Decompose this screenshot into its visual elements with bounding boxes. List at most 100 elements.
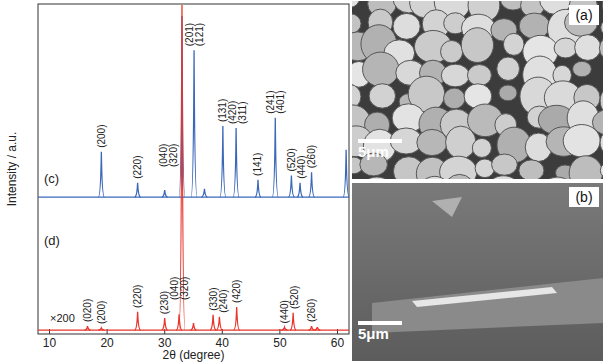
- grain: [487, 176, 521, 179]
- peak-labels: (200)(220)(040)(320)(201)(121)(131)(420)…: [82, 23, 317, 324]
- panel-label: (b): [575, 189, 592, 205]
- micrograph-background: [352, 183, 603, 361]
- panel-label-box: [569, 187, 599, 207]
- x-tick-label: 10: [43, 336, 57, 350]
- peak: [162, 318, 168, 330]
- peak: [191, 323, 197, 330]
- grain: [352, 14, 361, 34]
- grain: [444, 174, 476, 179]
- peak-label: (260): [306, 145, 317, 168]
- peak: [135, 183, 141, 197]
- panel-label: (a): [575, 7, 592, 23]
- peak-label: (260): [306, 299, 317, 322]
- grain: [600, 162, 603, 179]
- grain: [503, 33, 524, 55]
- micrograph-background: [352, 1, 603, 179]
- peak-label: (401): [275, 90, 286, 113]
- grain: [359, 177, 394, 179]
- film-edge: [412, 287, 557, 307]
- peak: [309, 172, 315, 197]
- x-tick-label: 20: [100, 336, 114, 350]
- peak-label: (520): [289, 286, 300, 309]
- peak-label: (121): [194, 23, 205, 46]
- grain: [417, 129, 447, 155]
- grain: [441, 64, 469, 87]
- grain: [472, 138, 491, 157]
- peak: [272, 118, 278, 197]
- peak-label: (240): [218, 289, 229, 312]
- grain: [499, 85, 517, 101]
- grain: [554, 38, 577, 58]
- grain: [563, 125, 600, 157]
- peak-label: (420): [231, 280, 242, 303]
- grain: [519, 160, 544, 179]
- grain: [441, 40, 463, 62]
- peak-label: (320): [179, 277, 190, 300]
- x-axis-label: 2θ (degree): [162, 348, 224, 362]
- grain: [575, 35, 601, 61]
- grain: [417, 176, 452, 179]
- peak-label: (311): [237, 101, 248, 124]
- y-axis-label: Intensity / a.u.: [5, 132, 19, 207]
- grain: [363, 52, 399, 87]
- plot-frame: [38, 4, 349, 334]
- peak-label: (200): [96, 301, 107, 324]
- grain: [369, 84, 395, 108]
- x-tick-label: 50: [273, 336, 287, 350]
- scale-bar-label: 5μm: [358, 325, 389, 342]
- series-name: (d): [44, 233, 60, 248]
- peak-label: (141): [253, 153, 264, 176]
- peak-label: (320): [168, 144, 179, 167]
- peak: [255, 180, 261, 197]
- grain: [599, 34, 603, 62]
- series-name: (c): [44, 171, 59, 186]
- peak: [98, 328, 104, 330]
- peak: [297, 183, 303, 197]
- data-marks: [38, 5, 349, 330]
- film-layer: [372, 278, 603, 333]
- grain: [446, 126, 476, 159]
- grain: [497, 57, 520, 80]
- grain: [519, 13, 550, 39]
- x-tick-label: 60: [331, 336, 345, 350]
- grain: [467, 65, 491, 86]
- peak: [162, 190, 168, 197]
- peak: [220, 126, 226, 197]
- grain: [569, 156, 602, 179]
- peak: [343, 150, 349, 197]
- peak: [176, 314, 182, 330]
- grain: [492, 154, 518, 175]
- peak: [98, 152, 104, 197]
- grain: [352, 1, 359, 7]
- particle: [432, 197, 462, 217]
- peak-label: (220): [132, 156, 143, 179]
- grain: [444, 88, 465, 109]
- peak: [210, 315, 216, 330]
- peak: [233, 128, 239, 197]
- panel-label-box: [569, 5, 599, 25]
- grain: [393, 13, 420, 39]
- grain: [573, 61, 592, 76]
- grain: [602, 1, 603, 17]
- peak: [281, 327, 287, 330]
- grain: [461, 28, 493, 63]
- peak: [309, 326, 315, 330]
- peak: [85, 326, 91, 330]
- peak: [290, 313, 296, 330]
- peak: [234, 307, 240, 330]
- peak-label: (200): [96, 124, 107, 147]
- scale-bar-label: 5μm: [358, 143, 389, 160]
- figure: 1020304050602θ (degree)Intensity / a.u.(…: [0, 0, 604, 362]
- peak: [288, 176, 294, 197]
- grain: [540, 177, 575, 179]
- peak-label: (220): [132, 285, 143, 308]
- peak: [135, 312, 141, 330]
- grain: [600, 127, 603, 159]
- micrograph: [352, 1, 603, 179]
- peak-label: (020): [82, 299, 93, 322]
- peak: [201, 189, 207, 197]
- peak: [216, 317, 222, 330]
- scale-annotation: ×200: [50, 312, 75, 324]
- micrograph: [352, 183, 603, 361]
- peak: [191, 50, 197, 197]
